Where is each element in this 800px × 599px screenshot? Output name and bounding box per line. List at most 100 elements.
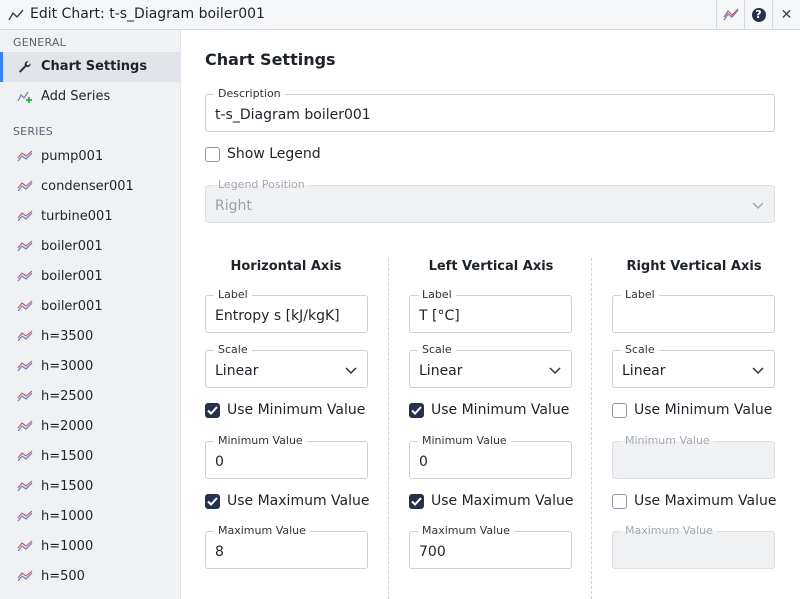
legend-position-value: Right bbox=[215, 198, 252, 214]
minimum-value-field[interactable]: Minimum Value 0 bbox=[205, 434, 368, 479]
series-line-icon bbox=[17, 450, 33, 462]
series-line-icon bbox=[17, 360, 33, 372]
use-minimum-box[interactable] bbox=[409, 402, 424, 418]
axis-label-field[interactable]: Label Entropy s [kJ/kgK] bbox=[205, 288, 368, 333]
sidebar-item-series[interactable]: h=1500 bbox=[0, 472, 181, 502]
axis-label-value[interactable]: Entropy s [kJ/kgK] bbox=[215, 308, 340, 324]
use-minimum-label: Use Minimum Value bbox=[634, 402, 773, 418]
axis-scale-value: Linear bbox=[419, 363, 463, 379]
use-minimum-checkbox[interactable]: Use Minimum Value bbox=[409, 402, 569, 418]
checkmark-icon bbox=[207, 405, 218, 415]
minimum-value[interactable]: 0 bbox=[419, 454, 428, 470]
axis-scale-value: Linear bbox=[622, 363, 666, 379]
series-line-icon bbox=[17, 390, 33, 402]
minimum-value-field[interactable]: Minimum Value 0 bbox=[409, 434, 572, 479]
show-legend-checkbox[interactable]: Show Legend bbox=[205, 146, 321, 162]
sidebar-item-label: h=2000 bbox=[41, 419, 94, 434]
maximum-value-caption: Maximum Value bbox=[418, 524, 514, 538]
sidebar-item-series[interactable]: h=1000 bbox=[0, 532, 181, 562]
series-line-icon bbox=[17, 240, 33, 252]
maximum-value-caption: Maximum Value bbox=[621, 524, 717, 538]
maximum-value-field[interactable]: Maximum Value 700 bbox=[409, 524, 572, 569]
sidebar-item-label: h=3000 bbox=[41, 359, 94, 374]
sidebar-item-add-series[interactable]: Add Series bbox=[0, 82, 181, 112]
maximum-value-field[interactable]: Maximum Value 8 bbox=[205, 524, 368, 569]
sidebar-item-label: h=500 bbox=[41, 569, 85, 584]
series-line-icon bbox=[17, 270, 33, 282]
use-maximum-label: Use Maximum Value bbox=[634, 493, 777, 509]
axis-scale-select[interactable]: Scale Linear bbox=[612, 343, 775, 388]
page-title: Chart Settings bbox=[205, 50, 336, 69]
use-maximum-checkbox[interactable]: Use Maximum Value bbox=[409, 493, 573, 509]
use-minimum-box[interactable] bbox=[612, 402, 627, 418]
axis-title: Horizontal Axis bbox=[230, 259, 342, 274]
description-field[interactable]: Description t-s_Diagram boiler001 bbox=[205, 87, 775, 132]
series-line-icon bbox=[17, 540, 33, 552]
column-divider bbox=[388, 258, 389, 599]
legend-position-select[interactable]: Legend Position Right bbox=[205, 178, 775, 223]
title-bar: Edit Chart: t-s_Diagram boiler001 ? ✕ bbox=[0, 0, 800, 30]
sidebar-item-series[interactable]: boiler001 bbox=[0, 232, 181, 262]
sidebar-item-series[interactable]: boiler001 bbox=[0, 262, 181, 292]
sidebar-item-series[interactable]: h=2000 bbox=[0, 412, 181, 442]
sidebar-item-series[interactable]: h=3500 bbox=[0, 322, 181, 352]
use-maximum-box[interactable] bbox=[205, 493, 220, 509]
sidebar-item-label: Chart Settings bbox=[41, 59, 148, 74]
maximum-value-field[interactable]: Maximum Value bbox=[612, 524, 775, 569]
description-label: Description bbox=[214, 87, 285, 101]
chart-toggle-button[interactable] bbox=[716, 0, 744, 29]
sidebar-item-series[interactable]: h=1500 bbox=[0, 442, 181, 472]
use-maximum-checkbox[interactable]: Use Maximum Value bbox=[205, 493, 369, 509]
series-line-icon bbox=[17, 570, 33, 582]
minimum-value-field[interactable]: Minimum Value bbox=[612, 434, 775, 479]
sidebar-item-series[interactable]: boiler001 bbox=[0, 292, 181, 322]
use-minimum-box[interactable] bbox=[205, 402, 220, 418]
series-line-icon bbox=[17, 210, 33, 222]
sidebar-item-label: h=1000 bbox=[41, 539, 94, 554]
sidebar-item-series[interactable]: h=1000 bbox=[0, 502, 181, 532]
axis-label-field[interactable]: Label bbox=[612, 288, 775, 333]
sidebar-item-series[interactable]: turbine001 bbox=[0, 202, 181, 232]
sidebar-item-chart-settings[interactable]: Chart Settings bbox=[0, 52, 181, 82]
show-legend-box[interactable] bbox=[205, 146, 220, 162]
axis-scale-value: Linear bbox=[215, 363, 259, 379]
axis-scale-select[interactable]: Scale Linear bbox=[205, 343, 368, 388]
minimum-value-caption: Minimum Value bbox=[418, 434, 511, 448]
sidebar-item-label: boiler001 bbox=[41, 239, 103, 254]
sidebar-section-series: SERIES bbox=[13, 125, 53, 138]
sidebar-item-series[interactable]: h=500 bbox=[0, 562, 181, 592]
chart-icon bbox=[722, 8, 739, 20]
axis-label-caption: Label bbox=[621, 288, 659, 302]
help-icon: ? bbox=[751, 7, 766, 22]
maximum-value[interactable]: 700 bbox=[419, 544, 446, 560]
axis-scale-caption: Scale bbox=[214, 343, 252, 357]
sidebar-item-label: h=1500 bbox=[41, 449, 94, 464]
sidebar-item-series[interactable]: pump001 bbox=[0, 142, 181, 172]
use-maximum-box[interactable] bbox=[612, 493, 627, 509]
sidebar-item-label: turbine001 bbox=[41, 209, 113, 224]
chevron-down-icon bbox=[345, 367, 357, 375]
wrench-icon bbox=[19, 61, 31, 73]
minimum-value[interactable]: 0 bbox=[215, 454, 224, 470]
sidebar-item-label: h=2500 bbox=[41, 389, 94, 404]
close-button[interactable]: ✕ bbox=[772, 0, 800, 29]
sidebar-item-label: pump001 bbox=[41, 149, 104, 164]
close-icon: ✕ bbox=[780, 6, 793, 23]
sidebar-item-series[interactable]: h=3000 bbox=[0, 352, 181, 382]
sidebar-item-label: boiler001 bbox=[41, 299, 103, 314]
sidebar-section-general: GENERAL bbox=[13, 36, 66, 49]
checkmark-icon bbox=[411, 405, 422, 415]
axis-scale-select[interactable]: Scale Linear bbox=[409, 343, 572, 388]
use-minimum-checkbox[interactable]: Use Minimum Value bbox=[205, 402, 365, 418]
sidebar-item-series[interactable]: h=2500 bbox=[0, 382, 181, 412]
description-value[interactable]: t-s_Diagram boiler001 bbox=[215, 107, 371, 123]
use-maximum-checkbox[interactable]: Use Maximum Value bbox=[612, 493, 776, 509]
sidebar-item-series[interactable]: condenser001 bbox=[0, 172, 181, 202]
axis-label-field[interactable]: Label T [°C] bbox=[409, 288, 572, 333]
axis-label-value[interactable]: T [°C] bbox=[419, 308, 460, 324]
use-maximum-box[interactable] bbox=[409, 493, 424, 509]
help-button[interactable]: ? bbox=[744, 0, 772, 29]
maximum-value[interactable]: 8 bbox=[215, 544, 224, 560]
use-minimum-checkbox[interactable]: Use Minimum Value bbox=[612, 402, 772, 418]
sidebar: GENERAL Chart Settings Add Series SERIES… bbox=[0, 30, 181, 599]
